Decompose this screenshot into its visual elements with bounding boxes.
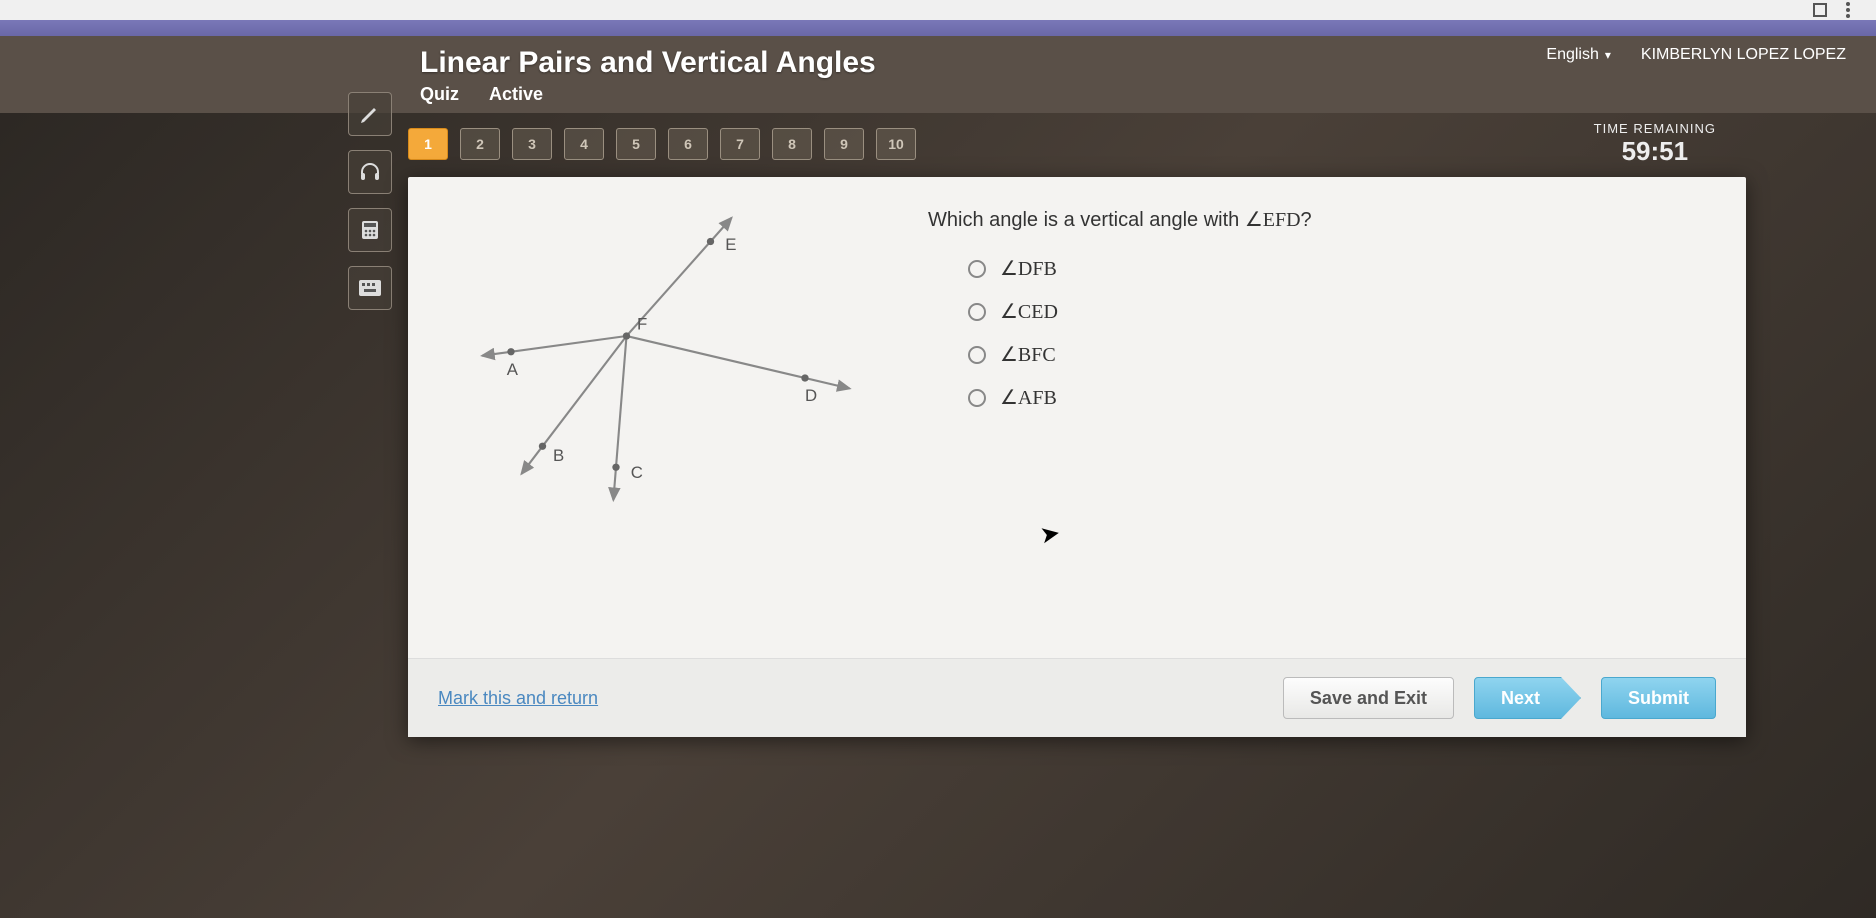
calculator-icon — [359, 219, 381, 241]
mark-return-link[interactable]: Mark this and return — [438, 688, 598, 709]
option-3[interactable]: ∠AFB — [968, 385, 1706, 410]
accent-bar — [0, 20, 1876, 36]
next-button[interactable]: Next — [1474, 677, 1581, 719]
svg-text:E: E — [725, 235, 736, 254]
audio-tool[interactable] — [348, 150, 392, 194]
option-1[interactable]: ∠CED — [968, 299, 1706, 324]
submit-button[interactable]: Submit — [1601, 677, 1716, 719]
question-card: F A D E B C Which angle is a vertical angle w… — [408, 177, 1746, 737]
question-nav: 123456789 10 TIME REMAINING 59:51 — [408, 113, 1746, 177]
timer-label: TIME REMAINING — [1594, 121, 1716, 136]
radio-icon — [968, 346, 986, 364]
question-nav-4[interactable]: 4 — [564, 128, 604, 160]
svg-text:B: B — [553, 446, 564, 465]
question-nav-2[interactable]: 2 — [460, 128, 500, 160]
keyboard-tool[interactable] — [348, 266, 392, 310]
chevron-down-icon: ▾ — [1605, 48, 1611, 62]
svg-text:C: C — [631, 463, 643, 482]
prompt-prefix: Which angle is a vertical angle with — [928, 209, 1245, 231]
timer: TIME REMAINING 59:51 — [1594, 121, 1746, 167]
svg-text:A: A — [507, 360, 519, 379]
mode-label: Quiz — [420, 84, 459, 105]
pencil-icon — [358, 102, 382, 126]
keyboard-icon — [358, 279, 382, 297]
radio-icon — [968, 303, 986, 321]
topic-title: Linear Pairs and Vertical Angles — [420, 46, 876, 80]
option-label: ∠BFC — [1000, 342, 1056, 367]
question-prompt: Which angle is a vertical angle with ∠EF… — [928, 207, 1706, 232]
language-select[interactable]: English ▾ — [1546, 46, 1611, 64]
options-list: ∠DFB ∠CED ∠BFC ∠AFB — [968, 256, 1706, 410]
radio-icon — [968, 389, 986, 407]
option-2[interactable]: ∠BFC — [968, 342, 1706, 367]
pencil-tool[interactable] — [348, 92, 392, 136]
student-name: KIMBERLYN LOPEZ LOPEZ — [1641, 46, 1846, 64]
question-nav-3[interactable]: 3 — [512, 128, 552, 160]
status-label: Active — [489, 84, 543, 105]
main-area: 123456789 10 TIME REMAINING 59:51 F A D E B C … — [408, 113, 1746, 737]
option-label: ∠CED — [1000, 299, 1058, 324]
prompt-suffix: ? — [1301, 209, 1312, 231]
svg-text:F: F — [637, 315, 647, 334]
diagram: F A D E B C — [448, 207, 868, 628]
more-icon[interactable] — [1840, 2, 1856, 18]
prompt-angle: ∠EFD — [1245, 209, 1301, 231]
angle-diagram: F A D E B C — [448, 207, 868, 507]
headphones-icon — [358, 160, 382, 184]
svg-text:D: D — [805, 386, 817, 405]
question-nav-1[interactable]: 1 — [408, 128, 448, 160]
window-icon[interactable] — [1812, 2, 1828, 18]
language-label: English — [1546, 46, 1598, 64]
question-nav-9[interactable]: 9 — [824, 128, 864, 160]
side-toolbar — [340, 92, 400, 310]
question-nav-7[interactable]: 7 — [720, 128, 760, 160]
calculator-tool[interactable] — [348, 208, 392, 252]
card-footer: Mark this and return Save and Exit Next … — [408, 658, 1746, 737]
save-exit-button[interactable]: Save and Exit — [1283, 677, 1454, 719]
question-nav-8[interactable]: 8 — [772, 128, 812, 160]
option-0[interactable]: ∠DFB — [968, 256, 1706, 281]
question-nav-10[interactable]: 10 — [876, 128, 916, 160]
option-label: ∠DFB — [1000, 256, 1057, 281]
timer-value: 59:51 — [1594, 136, 1716, 167]
app-header: Linear Pairs and Vertical Angles Quiz Ac… — [0, 36, 1876, 113]
question-nav-6[interactable]: 6 — [668, 128, 708, 160]
browser-top-bar — [0, 0, 1876, 20]
radio-icon — [968, 260, 986, 278]
option-label: ∠AFB — [1000, 385, 1057, 410]
question-nav-5[interactable]: 5 — [616, 128, 656, 160]
